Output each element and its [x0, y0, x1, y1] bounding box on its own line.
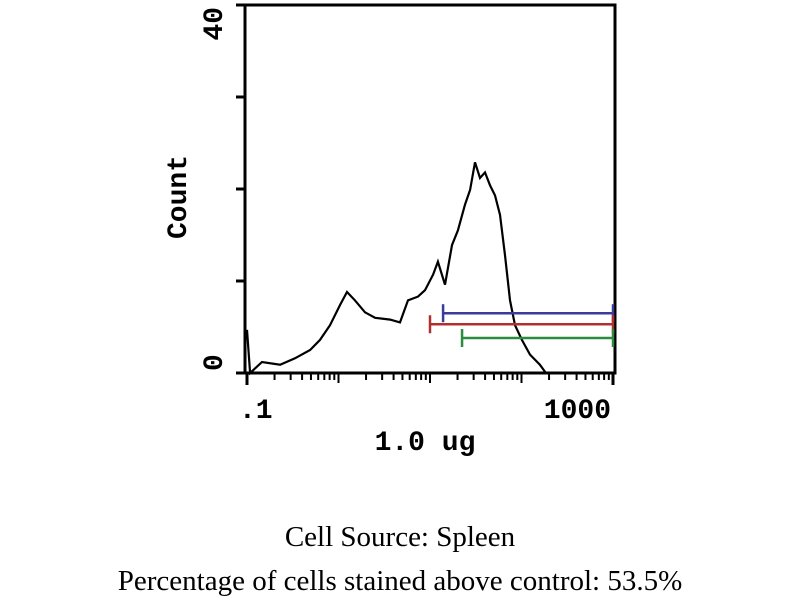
y-tick-label: 40 [200, 7, 231, 41]
x-axis-label: 1.0 ug [375, 428, 476, 459]
caption: Percentage of cells stained above contro… [118, 565, 683, 597]
y-tick-label: 0 [200, 354, 231, 371]
x-tick-label: 1000 [544, 396, 611, 427]
caption: Cell Source: Spleen [285, 521, 516, 553]
y-axis-label: Count [164, 155, 195, 239]
histogram-line [245, 161, 547, 376]
x-tick-label: .1 [239, 396, 273, 427]
